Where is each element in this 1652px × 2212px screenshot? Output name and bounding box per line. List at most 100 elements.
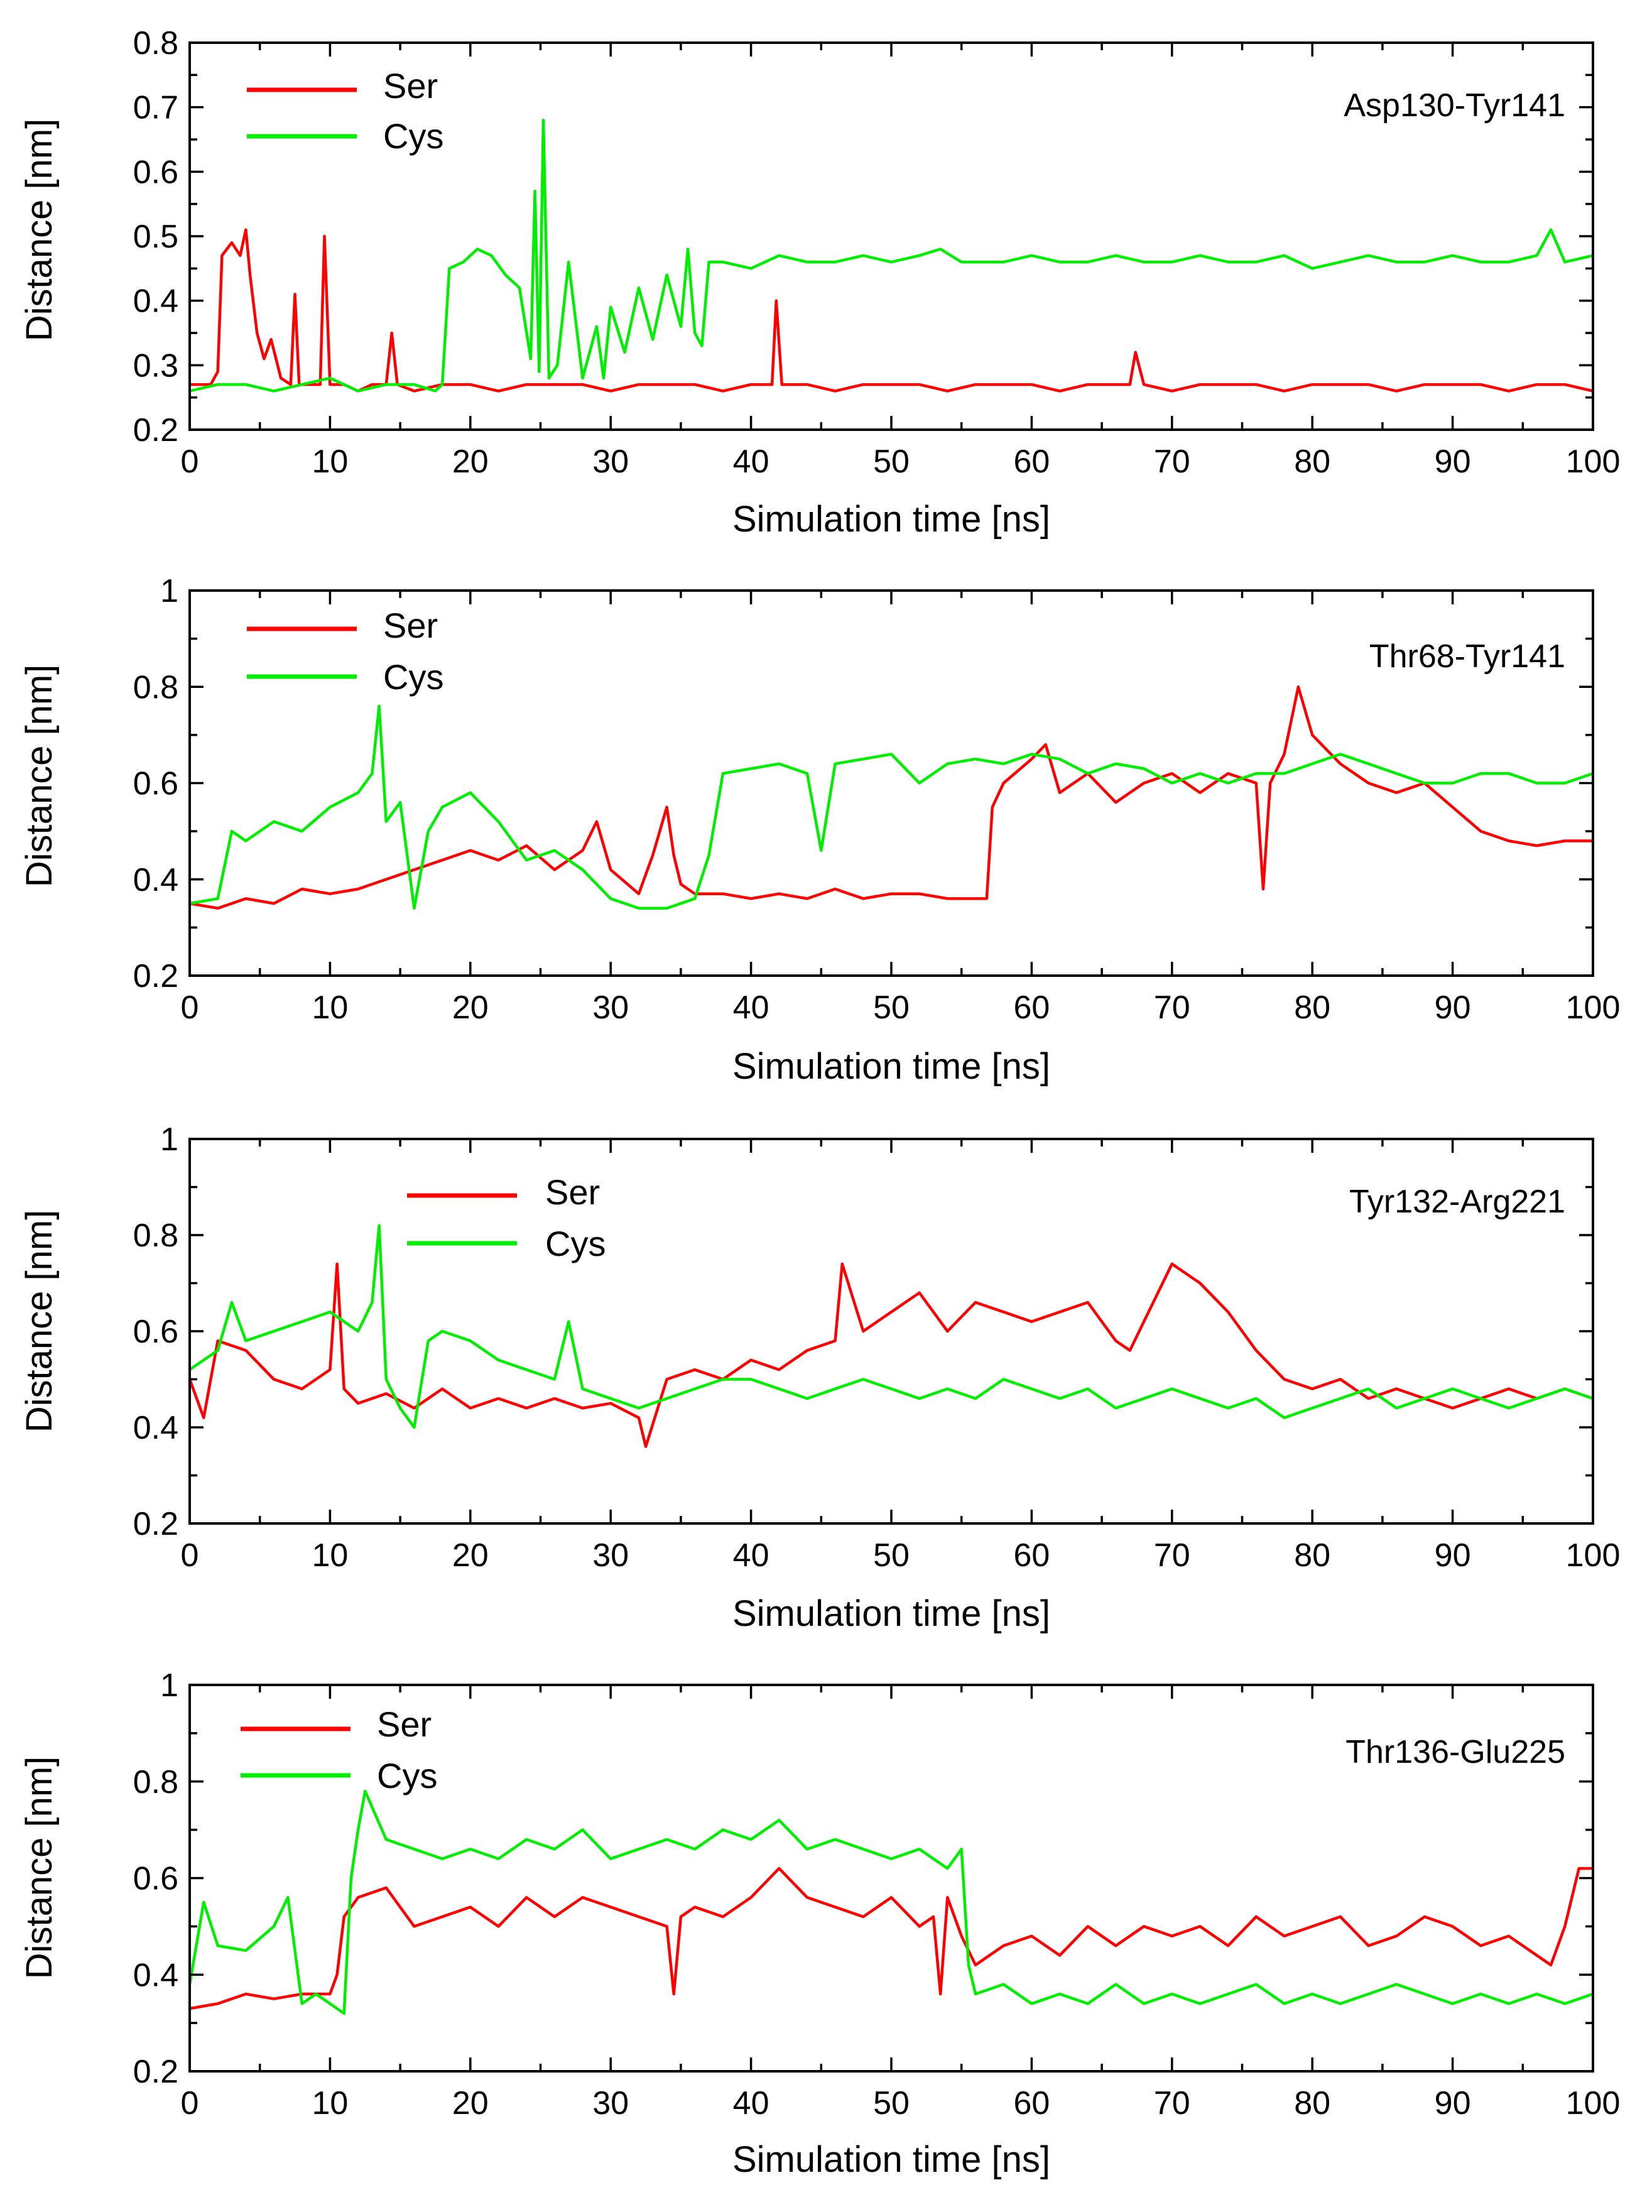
panel-1-ytick-label: 0.6 bbox=[133, 154, 178, 190]
panel-2-xtick-label: 0 bbox=[181, 989, 199, 1026]
panel-2-legend-ser: Ser bbox=[383, 606, 438, 645]
panel-3-legend: Ser Cys bbox=[407, 1172, 606, 1263]
panel-2-ytick-label: 0.2 bbox=[133, 958, 178, 994]
panel-4-series-ser bbox=[189, 1866, 1593, 2010]
panel-3-xtick-label: 80 bbox=[1294, 1537, 1330, 1574]
panel-3-series-ser bbox=[188, 1262, 1594, 1448]
panel-3-ytick-label: 0.8 bbox=[133, 1218, 178, 1254]
panel-4-ytick-label: 1 bbox=[160, 1667, 178, 1704]
panel-3-xtick-label: 10 bbox=[312, 1537, 348, 1574]
panel-3-xtick-label: 70 bbox=[1154, 1537, 1190, 1574]
panel-4-xtick-label: 30 bbox=[592, 2085, 629, 2122]
panel-2-ylabel: Distance [nm] bbox=[19, 665, 60, 888]
panel-2: Distance [nm] Simulation time [ns] 0 10 20… bbox=[19, 573, 1620, 1087]
panel-1-xtick-label: 80 bbox=[1294, 444, 1330, 480]
panel-4-xtick-label: 70 bbox=[1154, 2085, 1190, 2122]
panel-4-xtick-label: 100 bbox=[1566, 2085, 1621, 2122]
panel-2-xlabel: Simulation time [ns] bbox=[732, 1046, 1050, 1087]
panel-1-xtick-label: 40 bbox=[733, 444, 769, 480]
panel-2-xtick-label: 20 bbox=[452, 989, 489, 1026]
panel-3-legend-ser: Ser bbox=[545, 1172, 600, 1212]
panel-1-xtick-label: 50 bbox=[873, 444, 910, 480]
panel-1-xlabel: Simulation time [ns] bbox=[732, 499, 1050, 540]
panel-4-ytick-label: 0.6 bbox=[133, 1861, 178, 1897]
panel-3-xtick-label: 30 bbox=[592, 1537, 629, 1574]
panel-2-xtick-label: 70 bbox=[1154, 989, 1190, 1026]
panel-3-ytick-label: 0.2 bbox=[133, 1506, 178, 1542]
panel-4-xtick-label: 50 bbox=[873, 2085, 910, 2122]
panel-4-xtick-label: 40 bbox=[733, 2085, 769, 2122]
panel-3-xtick-label: 50 bbox=[873, 1537, 910, 1574]
panel-4-xtick-label: 10 bbox=[312, 2085, 348, 2122]
panel-3-ytick-label: 1 bbox=[160, 1121, 178, 1158]
panel-4-legend-cys: Cys bbox=[377, 1756, 437, 1795]
panel-3-xtick-label: 100 bbox=[1566, 1537, 1621, 1574]
panel-1-plot-area: 0 10 20 30 40 50 60 70 80 90 100 0.2 0.3 0.4 0.5 0.6 0.7… bbox=[133, 25, 1621, 480]
panel-2-xtick-label: 30 bbox=[592, 989, 629, 1026]
panel-1-ytick-label: 0.8 bbox=[133, 25, 178, 62]
panel-4-ytick-label: 0.8 bbox=[133, 1764, 178, 1801]
panel-1-ytick-label: 0.2 bbox=[133, 412, 178, 449]
panel-4-label: Thr136-Glu225 bbox=[1345, 1734, 1565, 1770]
panel-3-ylabel: Distance [nm] bbox=[19, 1210, 60, 1433]
panel-1-ytick-label: 0.4 bbox=[133, 283, 178, 320]
panel-4-xtick-label: 80 bbox=[1294, 2085, 1330, 2122]
panel-1-xtick-label: 0 bbox=[181, 444, 199, 480]
panel-3-ytick-label: 0.6 bbox=[133, 1314, 178, 1350]
panel-2-xtick-label: 100 bbox=[1566, 989, 1621, 1026]
panel-3-xtick-label: 0 bbox=[181, 1537, 199, 1574]
panel-2-ytick-label: 1 bbox=[160, 573, 178, 609]
panel-4-ytick-label: 0.2 bbox=[133, 2054, 178, 2090]
panel-3-legend-cys: Cys bbox=[545, 1224, 606, 1263]
panel-3-series-cys bbox=[188, 1224, 1594, 1429]
panel-2-legend-cys: Cys bbox=[383, 657, 443, 697]
panel-2-ytick-label: 0.6 bbox=[133, 766, 178, 802]
panel-3-label: Tyr132-Arg221 bbox=[1349, 1184, 1565, 1220]
panel-1-xtick-label: 30 bbox=[592, 444, 629, 480]
panel-3-xtick-label: 90 bbox=[1435, 1537, 1471, 1574]
panel-4-series-cys bbox=[188, 1789, 1594, 2015]
panel-1-series-cys bbox=[189, 118, 1594, 393]
panel-1-ylabel: Distance [nm] bbox=[19, 119, 60, 342]
panel-1-xtick-label: 70 bbox=[1154, 444, 1190, 480]
panel-3-xtick-label: 60 bbox=[1013, 1537, 1050, 1574]
panel-4-xtick-label: 20 bbox=[452, 2085, 489, 2122]
panel-1-xtick-label: 60 bbox=[1013, 444, 1050, 480]
panel-3-ytick-label: 0.4 bbox=[133, 1410, 178, 1446]
panel-3-xtick-label: 20 bbox=[452, 1537, 489, 1574]
panel-2-ytick-label: 0.4 bbox=[133, 862, 178, 898]
panel-2-legend: Ser Cys bbox=[247, 606, 443, 697]
panel-4-xlabel: Simulation time [ns] bbox=[732, 2139, 1050, 2180]
panel-1-ytick-label: 0.5 bbox=[133, 219, 178, 255]
panel-1-series-ser bbox=[190, 228, 1594, 393]
panel-3-xlabel: Simulation time [ns] bbox=[732, 1593, 1050, 1634]
panel-4-plot-area: 0 10 20 30 40 50 60 70 80 90 100 0.2 0.4 0.6 0.8 1 bbox=[133, 1667, 1621, 2122]
panel-2-xtick-label: 60 bbox=[1013, 989, 1050, 1026]
panel-3-plot-area: 0 10 20 30 40 50 60 70 80 90 100 0.2 0.4 0.6 0.8 1 bbox=[133, 1121, 1621, 1574]
panel-4-xtick-label: 0 bbox=[181, 2085, 199, 2122]
panel-4-ylabel: Distance [nm] bbox=[19, 1757, 60, 1980]
panel-4-ytick-label: 0.4 bbox=[133, 1957, 178, 1993]
panel-2-series-ser bbox=[189, 685, 1593, 910]
panel-4-legend: Ser Cys bbox=[241, 1704, 437, 1795]
panel-1-label: Asp130-Tyr141 bbox=[1344, 87, 1565, 124]
panel-2-ytick-label: 0.8 bbox=[133, 669, 178, 706]
panel-1-xtick-label: 10 bbox=[312, 444, 348, 480]
panel-1-legend: Ser Cys bbox=[247, 66, 443, 156]
panel-1-legend-ser: Ser bbox=[383, 66, 438, 106]
panel-2-series-cys bbox=[189, 704, 1594, 910]
panel-2-plot-area: 0 10 20 30 40 50 60 70 80 90 100 0.2 0.4 0.6 0.8 1 bbox=[133, 573, 1621, 1026]
panel-4-legend-ser: Ser bbox=[377, 1704, 432, 1744]
panel-2-xtick-label: 10 bbox=[312, 989, 348, 1026]
panel-1-ytick-label: 0.3 bbox=[133, 347, 178, 384]
panel-1-legend-cys: Cys bbox=[383, 116, 443, 156]
panel-2-xtick-label: 40 bbox=[733, 989, 769, 1026]
panel-2-label: Thr68-Tyr141 bbox=[1369, 638, 1565, 675]
panel-4-xtick-label: 60 bbox=[1013, 2085, 1050, 2122]
panel-2-xtick-label: 50 bbox=[873, 989, 910, 1026]
panel-1-xtick-label: 20 bbox=[452, 444, 489, 480]
panel-2-xtick-label: 80 bbox=[1294, 989, 1330, 1026]
panel-2-xtick-label: 90 bbox=[1435, 989, 1471, 1026]
panel-3-xtick-label: 40 bbox=[733, 1537, 769, 1574]
